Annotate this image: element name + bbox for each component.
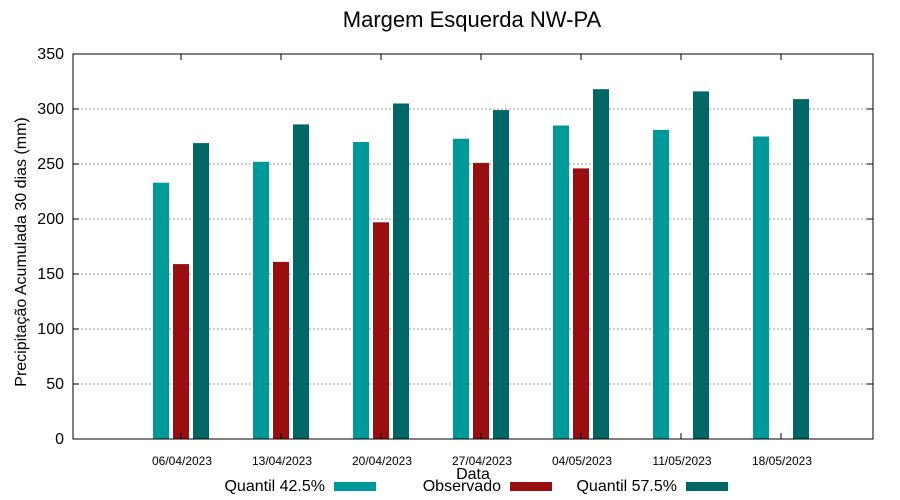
chart-title: Margem Esquerda NW-PA bbox=[343, 7, 602, 32]
bar-quantil-42-5-2 bbox=[353, 142, 369, 439]
legend-label: Observado bbox=[423, 478, 501, 495]
bar-quantil-57-5-6 bbox=[793, 99, 809, 439]
x-axis-label: Data bbox=[456, 466, 490, 483]
bar-quantil-57-5-0 bbox=[193, 143, 209, 439]
y-axis-label: Precipitação Acumulada 30 dias (mm) bbox=[13, 117, 30, 386]
legend-swatch bbox=[686, 482, 728, 491]
bar-quantil-42-5-5 bbox=[653, 129, 669, 439]
bar-observado-2 bbox=[373, 222, 389, 439]
y-tick-label: 100 bbox=[37, 321, 64, 338]
y-tick-label: 0 bbox=[55, 431, 64, 448]
x-tick-label: 13/04/2023 bbox=[252, 454, 312, 468]
y-tick-label: 300 bbox=[37, 101, 64, 118]
bar-quantil-57-5-1 bbox=[293, 124, 309, 440]
x-tick-label: 27/04/2023 bbox=[452, 454, 512, 468]
y-tick-label: 50 bbox=[46, 376, 64, 393]
bar-quantil-57-5-2 bbox=[393, 103, 409, 439]
bar-quantil-42-5-4 bbox=[553, 125, 569, 439]
x-axis-ticks: 06/04/2023 13/04/2023 20/04/2023 27/04/2023… bbox=[152, 54, 812, 468]
legend: Quantil 42.5% Observado Quantil 57.5% bbox=[224, 478, 728, 495]
x-tick-label: 18/05/2023 bbox=[752, 454, 812, 468]
x-tick-label: 11/05/2023 bbox=[652, 454, 711, 468]
x-tick-label: 04/05/2023 bbox=[552, 454, 612, 468]
y-axis-ticks: 0 50 100 150 200 250 300 350 bbox=[37, 46, 873, 448]
bar-quantil-42-5-1 bbox=[253, 161, 269, 440]
bar-quantil-42-5-0 bbox=[153, 182, 169, 439]
y-tick-label: 350 bbox=[37, 46, 64, 63]
bar-observado-3 bbox=[473, 162, 489, 439]
bar-observado-1 bbox=[273, 261, 289, 439]
bar-observado-4 bbox=[573, 168, 589, 439]
plot-frame bbox=[72, 53, 874, 440]
x-tick-label: 06/04/2023 bbox=[152, 454, 212, 468]
bar-quantil-57-5-4 bbox=[593, 89, 609, 439]
y-tick-label: 150 bbox=[37, 266, 64, 283]
y-tick-label: 250 bbox=[37, 156, 64, 173]
bar-observado-0 bbox=[173, 264, 189, 439]
legend-label: Quantil 57.5% bbox=[576, 478, 677, 495]
legend-swatch bbox=[334, 482, 376, 491]
legend-label: Quantil 42.5% bbox=[224, 478, 325, 495]
bar-quantil-42-5-6 bbox=[753, 136, 769, 439]
bar-quantil-57-5-5 bbox=[693, 91, 709, 440]
bars bbox=[153, 89, 809, 440]
bar-quantil-57-5-3 bbox=[493, 110, 509, 439]
bar-quantil-42-5-3 bbox=[453, 138, 469, 439]
legend-swatch bbox=[510, 482, 552, 491]
x-tick-label: 20/04/2023 bbox=[352, 454, 412, 468]
y-tick-label: 200 bbox=[37, 211, 64, 228]
